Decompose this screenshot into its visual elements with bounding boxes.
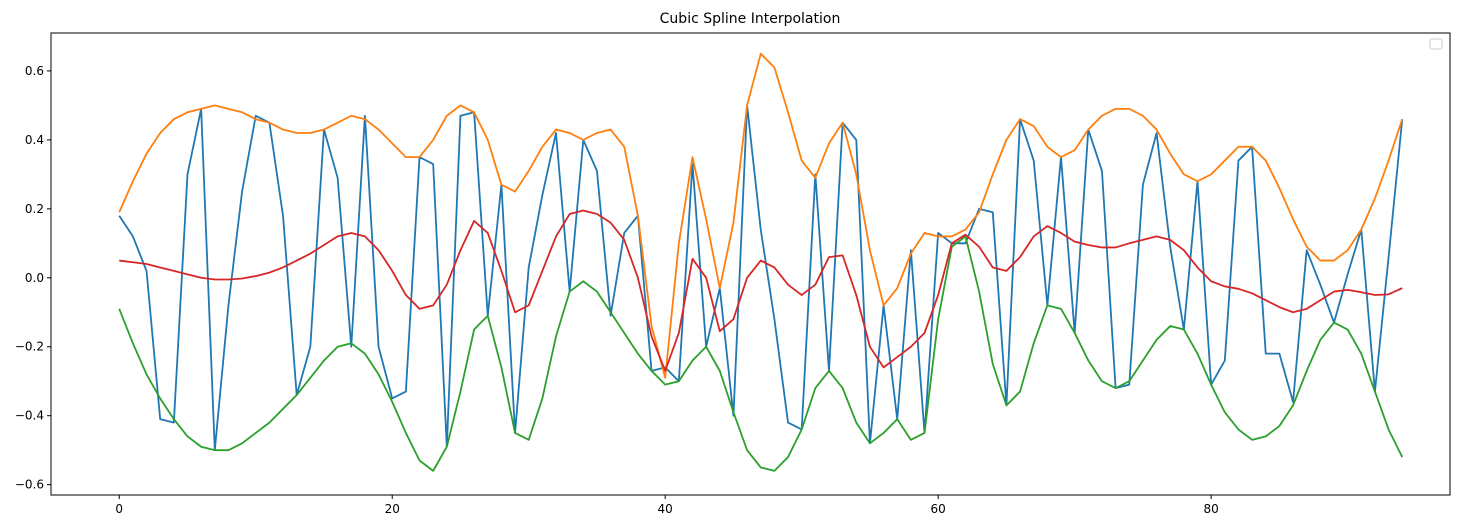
- x-tick-label: 20: [385, 502, 400, 516]
- x-tick-label: 80: [1204, 502, 1219, 516]
- legend-box: [1429, 38, 1443, 50]
- series-line-2: [118, 52, 1404, 379]
- y-tick-label: 0.6: [25, 64, 44, 78]
- y-tick-label: 0.0: [25, 271, 44, 285]
- plot-frame: [50, 32, 1451, 496]
- y-tick-label: −0.2: [15, 340, 44, 354]
- series-line-1: [118, 104, 1404, 452]
- plot-background: [51, 33, 1450, 495]
- y-axis-ticks: −0.6 −0.4 −0.2 0.0 0.2 0.4 0.6: [15, 64, 51, 492]
- x-axis-ticks: 0 20 40 60 80: [115, 495, 1219, 516]
- x-tick-label: 60: [931, 502, 946, 516]
- x-tick-label: 40: [658, 502, 673, 516]
- series-line-3: [118, 235, 1404, 472]
- x-tick-label: 0: [115, 502, 123, 516]
- series-line-4: [119, 209, 1403, 372]
- y-tick-label: −0.6: [15, 478, 44, 492]
- y-tick-label: −0.4: [15, 409, 44, 423]
- y-tick-label: 0.4: [25, 133, 44, 147]
- series-layer: [118, 52, 1404, 472]
- chart-title: Cubic Spline Interpolation: [660, 11, 841, 27]
- y-tick-label: 0.2: [25, 202, 44, 216]
